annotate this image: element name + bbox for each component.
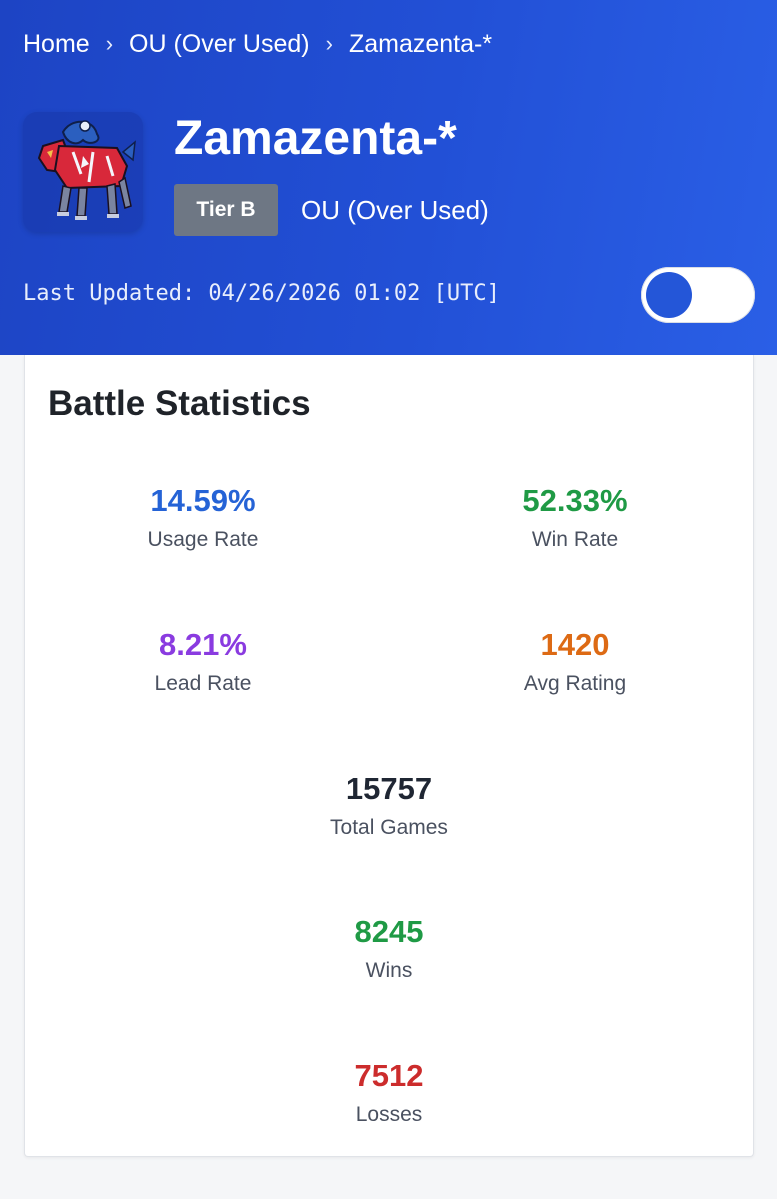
breadcrumb-tier-link[interactable]: OU (Over Used) — [129, 30, 310, 58]
battle-statistics-card: Battle Statistics 14.59% Usage Rate 52.3… — [24, 355, 754, 1157]
stat-value: 52.33% — [522, 483, 628, 518]
stat-win-rate: 52.33% Win Rate — [405, 481, 745, 555]
stat-value: 8245 — [354, 914, 424, 949]
breadcrumb: Home › OU (Over Used) › Zamazenta-* — [23, 26, 492, 62]
stat-avg-rating: 1420 Avg Rating — [405, 625, 745, 699]
stat-lead-rate: 8.21% Lead Rate — [33, 625, 373, 699]
stat-label: Total Games — [330, 816, 448, 839]
stat-losses: 7512 Losses — [219, 1056, 559, 1130]
tier-badge: Tier B — [174, 184, 278, 236]
stat-label: Avg Rating — [523, 672, 627, 695]
pokemon-sprite — [23, 112, 143, 232]
breadcrumb-home-link[interactable]: Home — [23, 30, 90, 58]
stat-label: Lead Rate — [154, 672, 252, 695]
card-title: Battle Statistics — [48, 384, 311, 423]
stat-value: 7512 — [354, 1058, 424, 1093]
stat-wins: 8245 Wins — [219, 912, 559, 986]
stat-label: Losses — [355, 1103, 423, 1126]
stat-label: Usage Rate — [147, 528, 259, 551]
stat-value: 1420 — [540, 627, 610, 662]
toggle-knob — [646, 272, 692, 318]
stat-value: 14.59% — [150, 483, 256, 518]
stat-total-games: 15757 Total Games — [219, 769, 559, 843]
tier-name: OU (Over Used) — [301, 195, 489, 225]
pokemon-header: Home › OU (Over Used) › Zamazenta-* — [0, 0, 777, 355]
stat-value: 8.21% — [159, 627, 247, 662]
pokemon-name: Zamazenta-* — [174, 112, 457, 165]
last-updated-text: Last Updated: 04/26/2026 01:02 [UTC] — [23, 281, 500, 306]
theme-toggle-switch[interactable] — [641, 267, 755, 323]
stat-usage-rate: 14.59% Usage Rate — [33, 481, 373, 555]
breadcrumb-separator-icon: › — [105, 31, 114, 56]
stat-label: Win Rate — [531, 528, 619, 551]
breadcrumb-separator-icon: › — [325, 31, 333, 56]
zamazenta-sprite-icon — [37, 120, 136, 220]
breadcrumb-current: Zamazenta-* — [348, 30, 493, 58]
stat-label: Wins — [365, 959, 413, 982]
stat-value: 15757 — [345, 771, 433, 806]
